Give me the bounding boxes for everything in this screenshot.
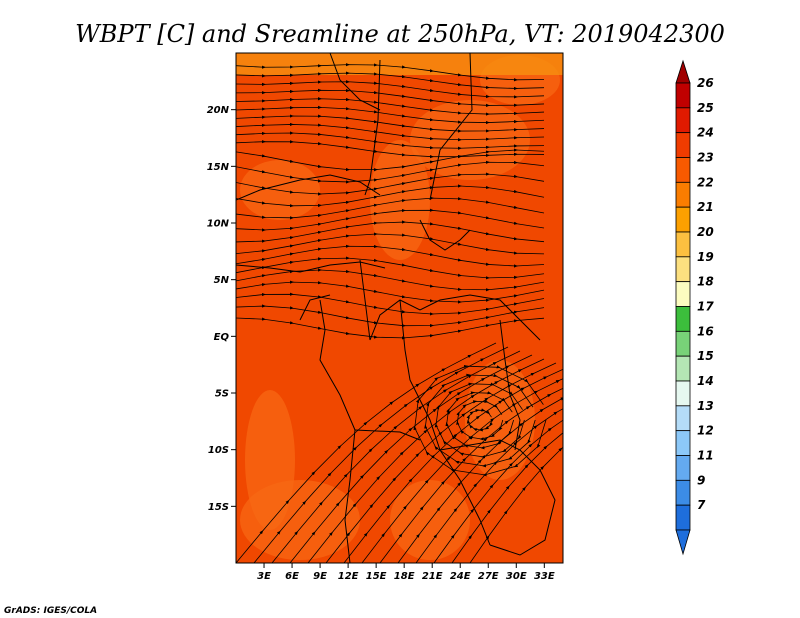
plot-frame [235,52,564,564]
colorbar-label: 14 [697,374,714,388]
colorbar-label: 18 [697,275,714,289]
border-line [236,261,386,273]
y-tick-label: 10S [208,445,229,456]
colorbar-label: 22 [697,175,714,189]
border-line [439,439,556,556]
colorbar-label: 7 [697,498,706,512]
y-tick-label: 15S [208,502,229,513]
field-patch [236,53,563,75]
colorbar-swatch [675,206,691,233]
x-tick-label: 12E [338,571,359,582]
colorbar-bottom-arrow [675,529,691,556]
chart-title: WBPT [C] and Sreamline at 250hPa, VT: 20… [75,20,725,48]
x-tick-label: 33E [534,571,555,582]
y-tick-label: EQ [214,332,230,343]
colorbar-label: 25 [697,101,714,115]
streamline [413,364,547,477]
colorbar-label: 21 [697,200,714,214]
colorbar-label: 20 [697,225,714,239]
colorbar-label: 19 [697,250,714,264]
y-axis: 20N 15N 10N 5N EQ 5S 10S 15S [207,105,236,513]
colorbar-swatch [675,306,691,332]
y-tick-label: 5S [215,389,229,400]
colorbar-swatch [675,181,691,208]
y-tick-label: 10N [207,219,230,230]
x-tick-label: 9E [313,571,327,582]
colorbar-swatch [675,504,691,531]
x-tick-label: 15E [366,571,387,582]
streamline [236,317,545,340]
colorbar-swatch [675,281,691,307]
plot-area [236,53,563,563]
border-line [364,59,381,196]
y-tick-label: 5N [214,275,230,286]
x-tick-label: 21E [422,571,443,582]
credit-label: GrADS: IGES/COLA [4,606,97,616]
colorbar-label: 9 [697,473,705,487]
colorbar-swatch [675,405,691,432]
x-axis: 3E 6E 9E 12E 15E 18E 21E 24E 27E 30E 33E [257,563,555,582]
colorbar-label: 17 [697,300,714,314]
y-tick-label: 20N [207,105,230,116]
colorbar-swatch [675,380,691,407]
colorbar-label: 16 [697,324,714,338]
colorbar-label: 24 [697,126,714,140]
colorbar-swatch [675,430,691,456]
border-line [419,219,471,251]
streamline [469,401,563,563]
border-line [399,299,491,546]
x-tick-label: 27E [478,571,499,582]
colorbar-label: 23 [697,151,714,165]
colorbar-label: 26 [697,76,714,90]
colorbar-swatch [675,157,691,183]
border-line [354,429,421,441]
colorbar-label: 13 [697,399,714,413]
colorbar-label: 15 [697,349,714,363]
border-line [499,319,521,451]
border-line [429,53,473,201]
border-line [299,294,331,321]
colorbar-swatch [675,82,691,109]
border-line [329,53,381,111]
colorbar-swatch [675,455,691,481]
y-tick-label: 15N [207,162,230,173]
colorbar-top-arrow [675,59,691,84]
colorbar-swatch [675,231,691,258]
border-line [439,294,541,341]
x-tick-label: 24E [450,571,471,582]
x-tick-label: 3E [257,571,271,582]
field-patch [240,160,320,220]
country-borders [236,53,556,563]
x-tick-label: 6E [285,571,299,582]
colorbar-swatch [675,330,691,357]
border-line [319,299,356,563]
colorbar: 26 25 24 23 22 21 20 19 18 17 16 15 14 13 12 11 9 7 [675,59,714,556]
colorbar-label: 11 [697,449,714,463]
colorbar-swatch [675,479,691,506]
field-patch [245,390,295,530]
colorbar-swatch [675,107,691,134]
streamlines [236,63,563,563]
x-tick-label: 18E [394,571,415,582]
border-line [236,174,381,201]
colorbar-swatch [675,256,691,283]
border-line [359,259,441,341]
colorbar-swatch [675,355,691,382]
colorbar-label: 12 [697,424,714,438]
colorbar-swatch [675,132,691,158]
x-tick-label: 30E [506,571,527,582]
